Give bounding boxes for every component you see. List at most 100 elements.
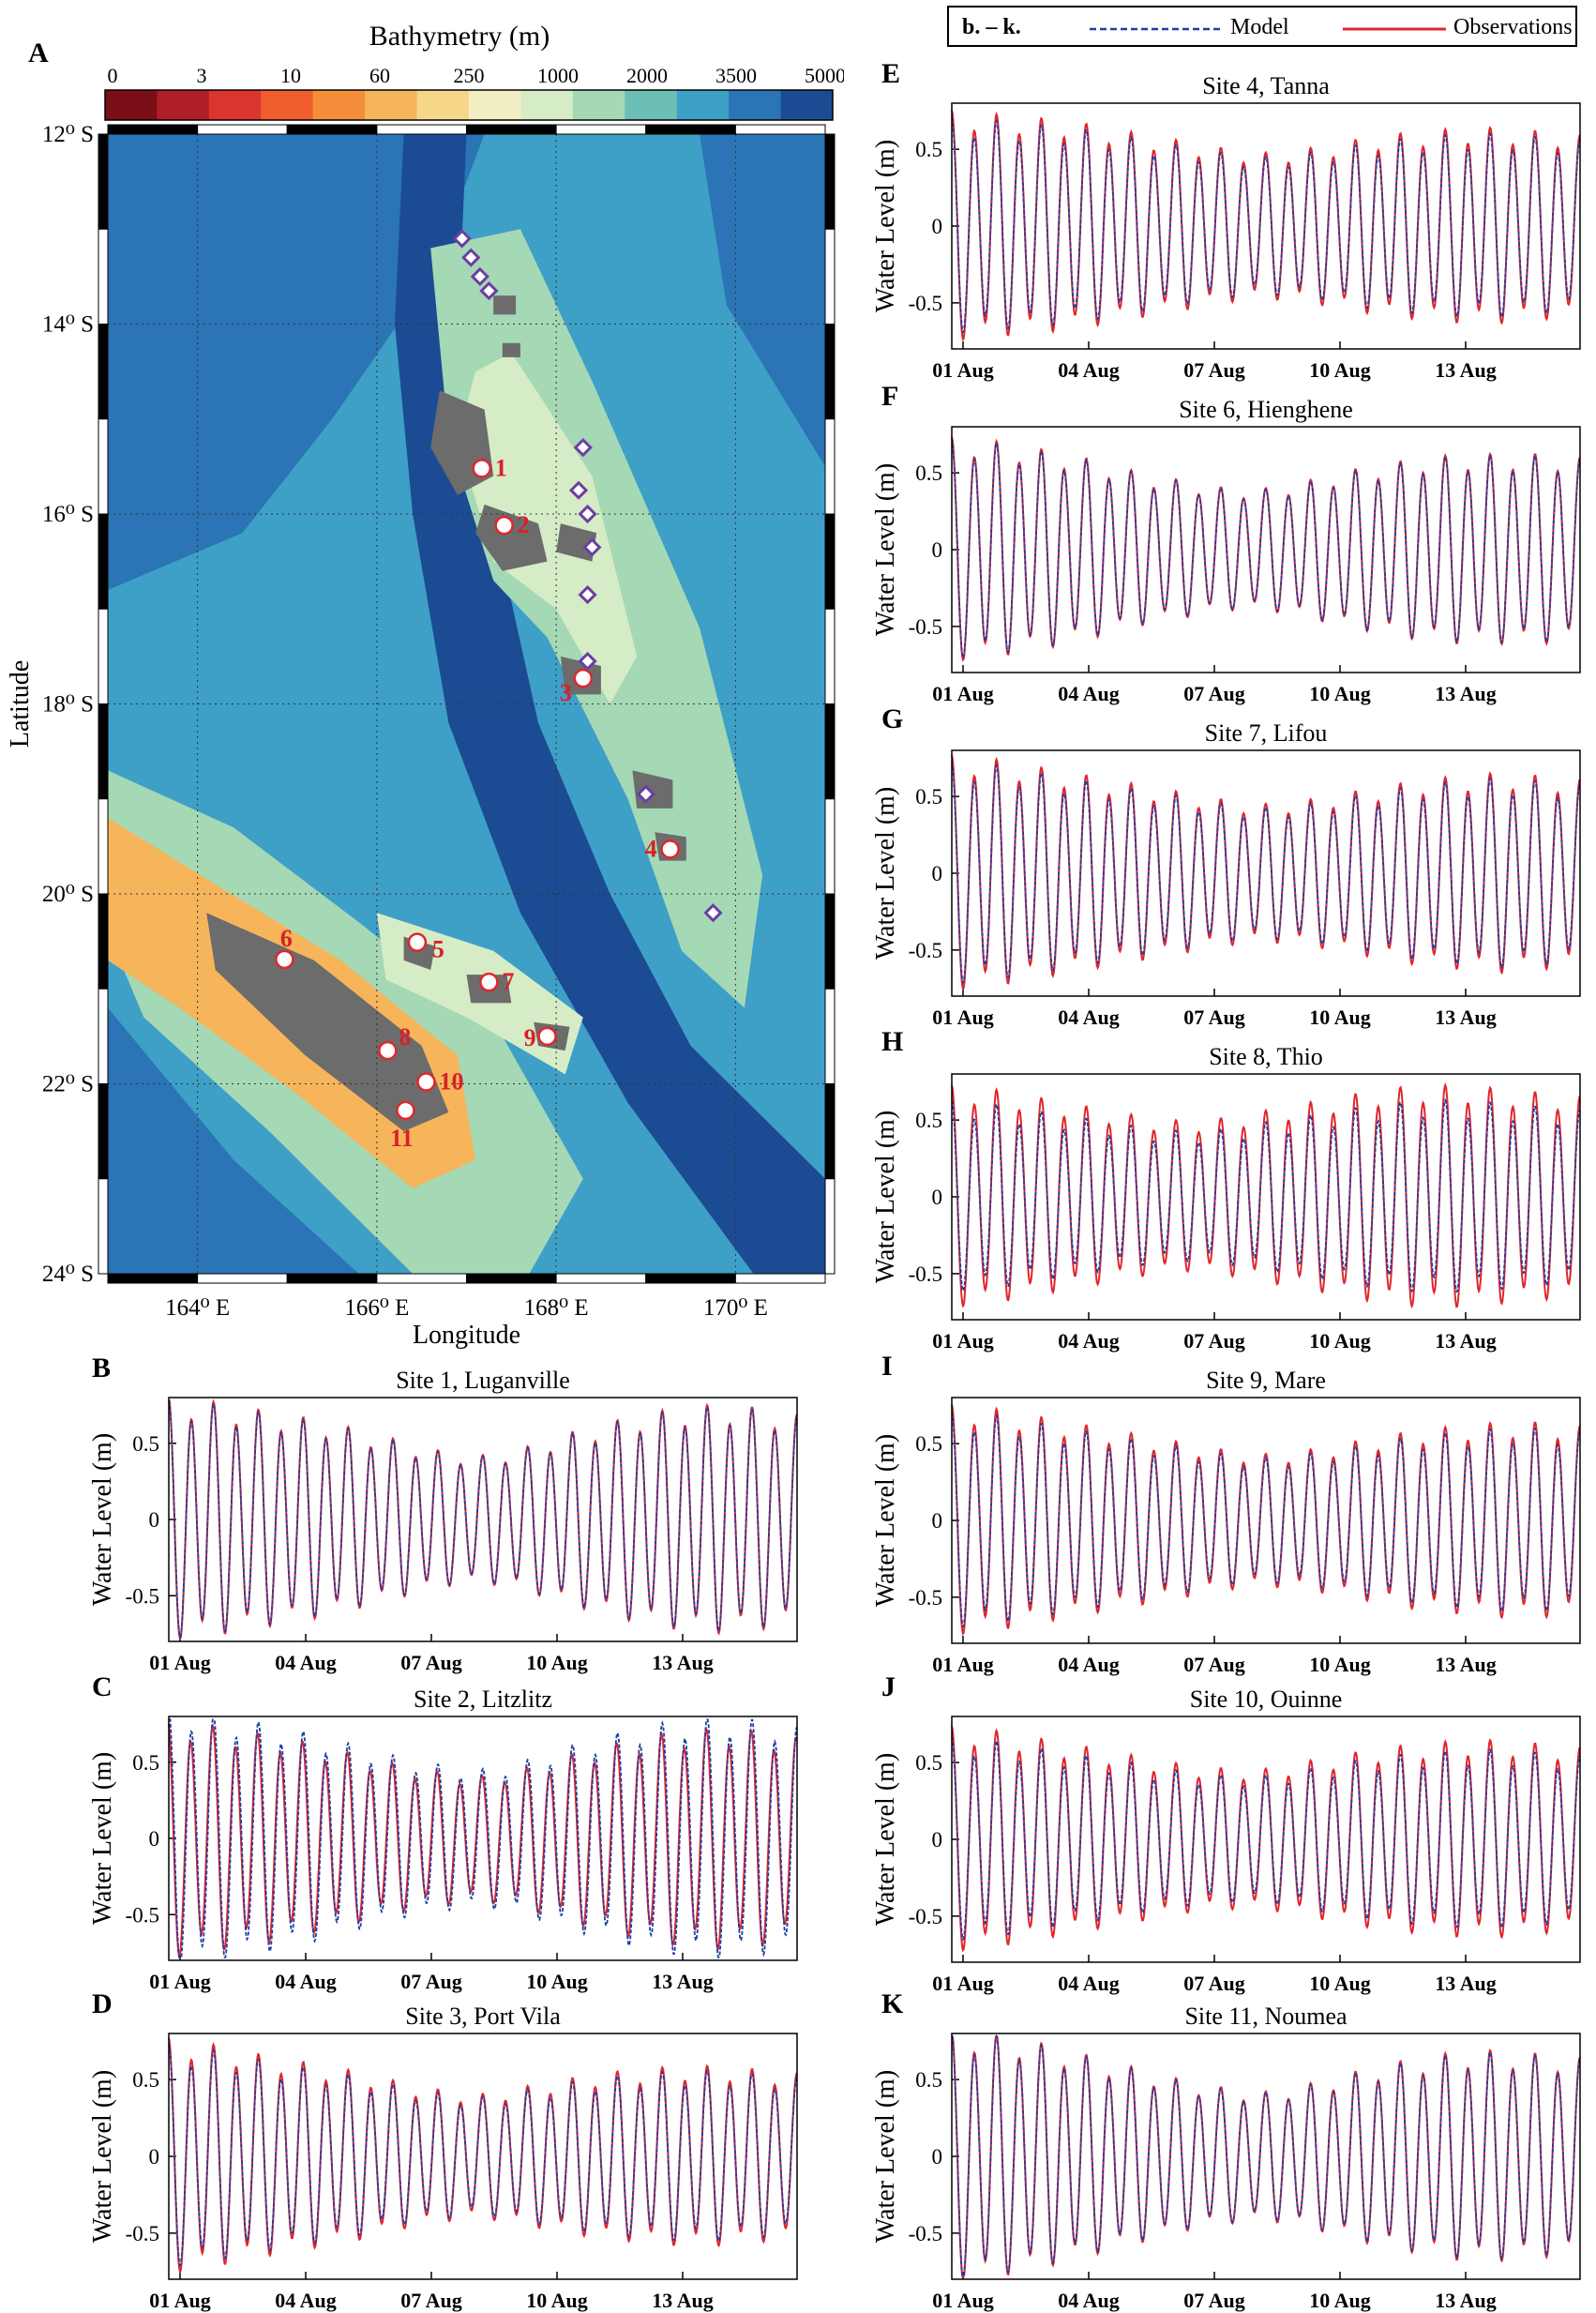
site-number-label: 10 [439,1067,463,1095]
ytick-label: -0.5 [909,2222,942,2245]
xtick-label: 04 Aug [1058,1972,1119,1995]
ytick-label: 0 [932,1186,943,1209]
xtick-label: 13 Aug [1435,2289,1496,2312]
site-number-label: 1 [495,454,507,481]
island [475,504,548,571]
ytick-label: 0 [149,1508,160,1532]
site-number-label: 4 [645,835,657,862]
ytick-label: 0 [149,1827,160,1851]
colorbar-tick-label: 3 [197,64,207,87]
ytick-label: 0.5 [132,1751,159,1775]
legend-box: b. – k. Model Observations [947,6,1577,47]
site-marker [479,972,499,992]
colorbar-swatch [780,90,834,120]
ytick-label: 0 [932,215,943,238]
legend-model-label: Model [1230,15,1289,39]
latitude-tick-label: 12⁰ S [42,122,94,147]
observations-series-line [951,436,1581,662]
colorbar-tick-label: 250 [454,64,485,87]
legend-model-swatch [1090,27,1221,31]
site-marker [416,1072,436,1092]
latitude-tick-label: 24⁰ S [42,1262,94,1287]
xtick-label: 10 Aug [1309,1329,1370,1353]
colorbar-swatch [729,90,782,120]
site-number-label: 7 [502,968,514,995]
xtick-label: 04 Aug [275,2289,336,2312]
deep-east-region [700,134,825,467]
ytick-label: -0.5 [909,1586,942,1610]
ytick-label: -0.5 [909,1262,942,1286]
colorbar-swatch [208,90,262,120]
xtick-label: 07 Aug [1183,682,1244,705]
xtick-label: 04 Aug [1058,1329,1119,1353]
colorbar-tick-label: 0 [108,64,118,87]
xtick-label: 10 Aug [526,1651,587,1674]
frame-segment [824,1178,836,1275]
panel-letter: D [92,1988,113,2019]
panel-ylabel: Water Level (m) [871,787,900,960]
colorbar-swatch [312,90,366,120]
legend-prefix: b. – k. [962,15,1021,39]
colorbar-tick-label: 3500 [715,64,757,87]
model-series-line [168,1400,798,1640]
bathymetry-map: A Bathymetry (m) 0 3 10 60 250 1000 2000 3500 5000… [6,21,844,1350]
xtick-label: 01 Aug [932,1972,993,1995]
model-series-line [951,1411,1581,1629]
colorbar-swatch [105,90,158,120]
ytick-label: 0 [149,2145,160,2169]
panel-letter: H [881,1026,903,1057]
ytick-label: 0 [932,2145,943,2169]
tide-gauge-diamond-marker [578,651,597,672]
site-marker [537,1026,557,1047]
site-marker [275,949,294,970]
panel-letter: C [92,1671,113,1702]
panel-ylabel: Water Level (m) [871,2070,900,2243]
xtick-label: 01 Aug [932,1005,993,1029]
ytick-label: 0 [932,1828,943,1852]
model-series-line [168,2044,798,2268]
model-series-line [951,116,1581,335]
xtick-label: 07 Aug [1183,1329,1244,1353]
colorbar-swatch [365,90,418,120]
model-series-line [951,1736,1581,1942]
xtick-label: 10 Aug [1309,2289,1370,2312]
ytick-label: 0 [932,1509,943,1533]
latitude-tick-label: 22⁰ S [42,1072,94,1097]
xtick-label: 01 Aug [932,1329,993,1353]
latitude-tick-label: 14⁰ S [42,312,94,338]
panel-ylabel: Water Level (m) [871,1111,900,1283]
site-marker [396,1100,415,1121]
panel-frame [951,1716,1581,1963]
ytick-label: 0 [932,538,943,562]
panel-frame [951,426,1581,673]
site-number-label: 2 [518,511,530,538]
ytick-label: -0.5 [126,1584,159,1608]
frame-segment [98,1178,109,1275]
xtick-label: 04 Aug [1058,2289,1119,2312]
ytick-label: -0.5 [126,1903,159,1927]
xtick-label: 07 Aug [1183,1653,1244,1676]
ytick-label: -0.5 [909,939,942,962]
observations-series-line [951,754,1581,991]
observations-series-line [168,1722,798,1959]
ytick-label: -0.5 [909,1905,942,1928]
xtick-label: 13 Aug [1435,1005,1496,1029]
tide-gauge-diamond-marker [578,584,597,605]
panel-title: Site 6, Hienghene [1179,396,1353,423]
island [556,523,597,562]
deep-southwest-region [108,1007,359,1274]
panel-letter: E [881,58,900,89]
ytick-label: 0.5 [915,138,942,161]
latitude-tick-label: 16⁰ S [42,502,94,527]
tide-gauge-diamond-marker [452,229,472,249]
colorbar-swatch [676,90,730,120]
model-series-line [169,1718,798,1958]
colorbar-swatch [469,90,521,120]
longitude-tick-label: 170⁰ E [703,1295,768,1321]
xtick-label: 10 Aug [1309,1653,1370,1676]
longitude-tick-label: 168⁰ E [524,1295,589,1321]
panel-title: Site 2, Litzlitz [414,1686,552,1713]
panel-letter: I [881,1351,893,1382]
observations-series-line [951,2035,1581,2277]
site-number-label: 5 [432,936,444,963]
